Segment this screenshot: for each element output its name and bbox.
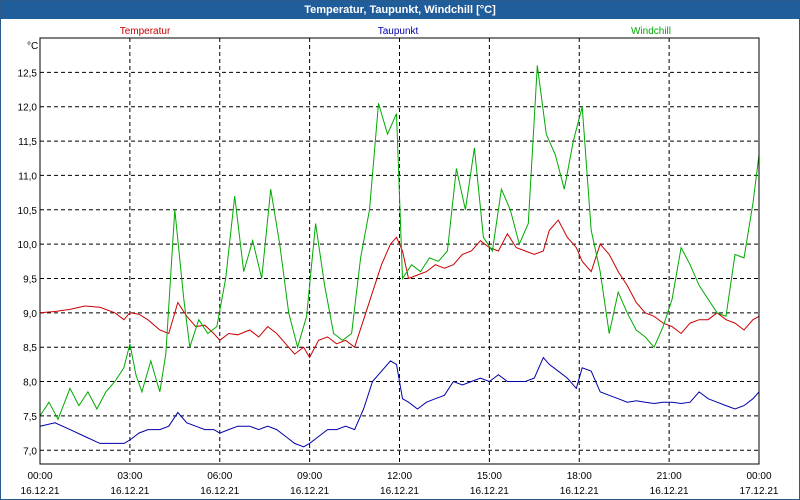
- chart-title: Temperatur, Taupunkt, Windchill [°C]: [1, 1, 799, 19]
- x-axis-tick-labels: 00:00 16.12.21 03:00 16.12.21 06:00 16.12.21 0…: [21, 471, 779, 497]
- series-lines: [39, 65, 760, 448]
- series-line-temperatur: [39, 219, 760, 359]
- x-tick-time-label: 12:00: [387, 471, 412, 482]
- y-tick-label: 9,0: [23, 309, 37, 320]
- series-line-taupunkt: [39, 356, 760, 448]
- y-tick-label: 11,5: [18, 137, 37, 148]
- grid-lines: [40, 38, 759, 464]
- x-tick-date-label: 16.12.21: [110, 486, 149, 497]
- x-tick-date-label: 16.12.21: [200, 486, 239, 497]
- y-tick-label: 8,5: [23, 343, 37, 354]
- x-tick-date-label: 17.12.21: [740, 486, 779, 497]
- x-tick-time-label: 00:00: [27, 471, 52, 482]
- legend-entry-temperatur: Temperatur: [120, 26, 171, 37]
- y-tick-label: 12,5: [18, 68, 38, 79]
- y-tick-label: 12,0: [18, 103, 38, 114]
- x-tick-time-label: 06:00: [207, 471, 232, 482]
- y-tick-label: 7,0: [23, 446, 37, 457]
- x-tick-time-label: 18:00: [567, 471, 592, 482]
- y-axis-tick-labels: 7,0 7,5 8,0 8,5 9,0 9,5 10,0 10,5 11,0 11,5 12,0 12…: [18, 68, 38, 457]
- x-tick-time-label: 09:00: [297, 471, 322, 482]
- y-tick-label: 10,5: [18, 206, 38, 217]
- y-axis-label: °C: [27, 41, 38, 52]
- x-tick-date-label: 16.12.21: [380, 486, 419, 497]
- legend-entry-windchill: Windchill: [631, 26, 671, 37]
- series-line-windchill: [39, 65, 760, 421]
- x-tick-time-label: 21:00: [657, 471, 682, 482]
- x-tick-date-label: 16.12.21: [290, 486, 329, 497]
- y-tick-label: 10,0: [18, 240, 38, 251]
- x-tick-date-label: 16.12.21: [560, 486, 599, 497]
- x-tick-date-label: 16.12.21: [470, 486, 509, 497]
- x-tick-time-label: 15:00: [477, 471, 502, 482]
- y-tick-label: 7,5: [23, 412, 37, 423]
- x-tick-date-label: 16.12.21: [650, 486, 689, 497]
- plot-area-border: [39, 37, 760, 465]
- x-tick-time-label: 03:00: [117, 471, 142, 482]
- y-tick-label: 11,0: [18, 171, 37, 182]
- x-tick-date-label: 16.12.21: [21, 486, 60, 497]
- legend-entry-taupunkt: Taupunkt: [378, 26, 419, 37]
- y-tick-label: 8,0: [23, 378, 37, 389]
- y-tick-label: 9,5: [23, 274, 37, 285]
- x-tick-time-label: 00:00: [746, 471, 771, 482]
- legend: Temperatur Taupunkt Windchill: [120, 26, 671, 37]
